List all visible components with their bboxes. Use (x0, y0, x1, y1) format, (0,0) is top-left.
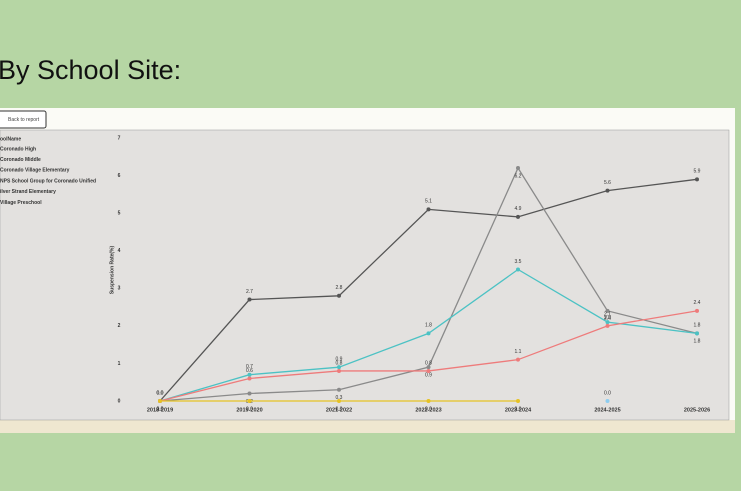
data-label: 0.0 (515, 406, 522, 412)
series-point (158, 399, 162, 403)
legend-entry: Coronado Village Elementary (0, 168, 70, 174)
data-label: 0.9 (336, 357, 343, 363)
data-label: 0.8 (425, 360, 432, 366)
panel-footer (0, 420, 735, 433)
y-tick-label: 7 (118, 135, 121, 141)
series-point (516, 357, 520, 362)
y-tick-label: 2 (118, 323, 121, 329)
y-tick-label: 6 (118, 173, 121, 179)
series-point (516, 399, 520, 403)
data-label: 1.8 (694, 339, 701, 345)
data-label: 6.2 (515, 173, 522, 179)
series-point (426, 331, 431, 336)
x-tick-label: 2025-2026 (684, 407, 710, 413)
data-label: 0.0 (336, 406, 343, 412)
data-label: 0.0 (157, 406, 164, 412)
legend-entry: ilver Strand Elementary (0, 189, 56, 195)
series-point (426, 368, 431, 373)
legend-entry: NPS School Group for Coronado Unified (0, 178, 96, 184)
legend-entry: Village Preschool (0, 200, 42, 206)
data-label: 3.5 (515, 259, 522, 265)
series-point (426, 399, 431, 403)
data-label: 0.8 (336, 360, 343, 366)
data-label: 0.0 (157, 390, 164, 396)
data-label: 0.0 (604, 390, 611, 396)
series-point (516, 166, 520, 171)
series-point (247, 376, 252, 381)
series-point (605, 188, 610, 193)
data-label: 0.0 (157, 390, 164, 396)
series-point (426, 207, 431, 212)
legend-entry: Coronado High (0, 146, 36, 152)
data-label: 2.0 (604, 315, 611, 321)
data-label: 1.8 (425, 323, 432, 329)
data-label: 0.0 (157, 406, 164, 412)
x-tick-label: 2019-2020 (236, 407, 262, 413)
series-point (605, 323, 610, 328)
series-point (337, 399, 341, 403)
chart-area (0, 129, 730, 421)
slide-heading: By School Site: (0, 55, 181, 85)
y-tick-label: 4 (118, 248, 121, 254)
data-label: 1.8 (694, 323, 701, 329)
y-tick-label: 0 (118, 398, 121, 404)
legend-entry: Coronado Middle (0, 157, 41, 163)
series-point (605, 320, 610, 325)
series-point (605, 399, 610, 403)
series-point (695, 177, 699, 182)
data-label: 0.9 (425, 373, 432, 379)
series-point (695, 308, 699, 313)
series-point (337, 365, 341, 370)
x-tick-label: 2018-2019 (147, 407, 173, 413)
y-axis-label: Suspension Rate(%) (109, 245, 115, 294)
data-label: 0.7 (246, 364, 253, 370)
data-label: 2.4 (604, 316, 611, 322)
series-point (247, 297, 252, 302)
x-tick-label: 2021-2022 (326, 407, 352, 413)
x-tick-label: 2024-2025 (594, 407, 620, 413)
back-button-frame[interactable] (0, 110, 47, 129)
data-label: 0.6 (246, 368, 253, 374)
series-point (247, 372, 252, 377)
series-point (695, 331, 699, 336)
x-tick-label: 2023-2024 (505, 407, 532, 413)
y-tick-label: 1 (118, 361, 121, 367)
series-point (337, 293, 341, 298)
data-label: 2.1 (604, 311, 611, 317)
legend-title: oolName (0, 136, 21, 142)
data-label: 0.0 (157, 390, 164, 396)
series-point (247, 391, 252, 396)
data-label: 2.8 (336, 285, 343, 291)
data-label: 5.1 (425, 199, 432, 205)
series-point (605, 308, 610, 313)
data-label: 0.3 (336, 395, 343, 401)
y-tick-label: 3 (118, 286, 121, 292)
data-label: 5.9 (694, 169, 701, 175)
data-label: 1.1 (515, 349, 522, 355)
y-tick-label: 5 (118, 210, 121, 216)
series-point (516, 267, 520, 272)
series-point (426, 365, 431, 370)
data-label: 2.4 (694, 300, 701, 306)
back-button[interactable]: Back to report (0, 110, 47, 129)
data-label: 4.9 (515, 206, 522, 212)
series-point (337, 368, 341, 373)
data-label: 2.7 (246, 289, 253, 295)
data-label: 0.0 (246, 406, 253, 412)
data-label: 0.0 (425, 406, 432, 412)
back-button-label[interactable]: Back to report (8, 117, 40, 123)
series-point (247, 399, 252, 403)
series-point (516, 214, 520, 219)
series-point (337, 387, 341, 392)
data-label: 5.6 (604, 180, 611, 186)
x-tick-label: 2022-2023 (415, 407, 441, 413)
